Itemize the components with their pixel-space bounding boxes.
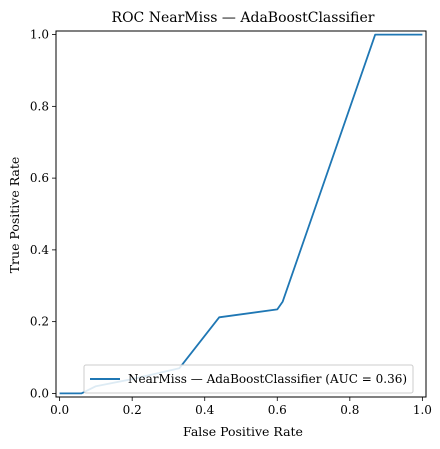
y-axis: 0.0 0.2 0.4 0.6 0.8 1.0	[30, 28, 56, 400]
x-tick-label: 1.0	[413, 403, 432, 417]
plot-frame	[55, 30, 427, 398]
x-tick-label: 0.0	[50, 403, 69, 417]
x-axis-label: False Positive Rate	[183, 424, 303, 439]
y-tick-label: 1.0	[30, 28, 49, 42]
legend-entry-label: NearMiss — AdaBoostClassifier (AUC = 0.3…	[128, 372, 407, 386]
x-tick-label: 0.6	[268, 403, 287, 417]
x-tick-label: 0.2	[123, 403, 142, 417]
y-tick-label: 0.6	[30, 171, 49, 185]
legend-box	[83, 364, 414, 394]
x-tick-label: 0.8	[340, 403, 359, 417]
roc-curve-line-0	[59, 33, 423, 395]
y-tick-label: 0.2	[30, 315, 49, 329]
x-tick-label: 0.4	[195, 403, 214, 417]
chart-title: ROC NearMiss — AdaBoostClassifier	[112, 10, 375, 26]
y-axis-label: True Positive Rate	[7, 157, 22, 274]
y-tick-label: 0.0	[30, 386, 49, 400]
x-axis: 0.0 0.2 0.4 0.6 0.8 1.0	[50, 397, 432, 417]
y-tick-label: 0.4	[30, 243, 49, 257]
y-tick-label: 0.8	[30, 99, 49, 113]
legend: NearMiss — AdaBoostClassifier (AUC = 0.3…	[83, 364, 414, 394]
plot-area	[59, 33, 423, 395]
